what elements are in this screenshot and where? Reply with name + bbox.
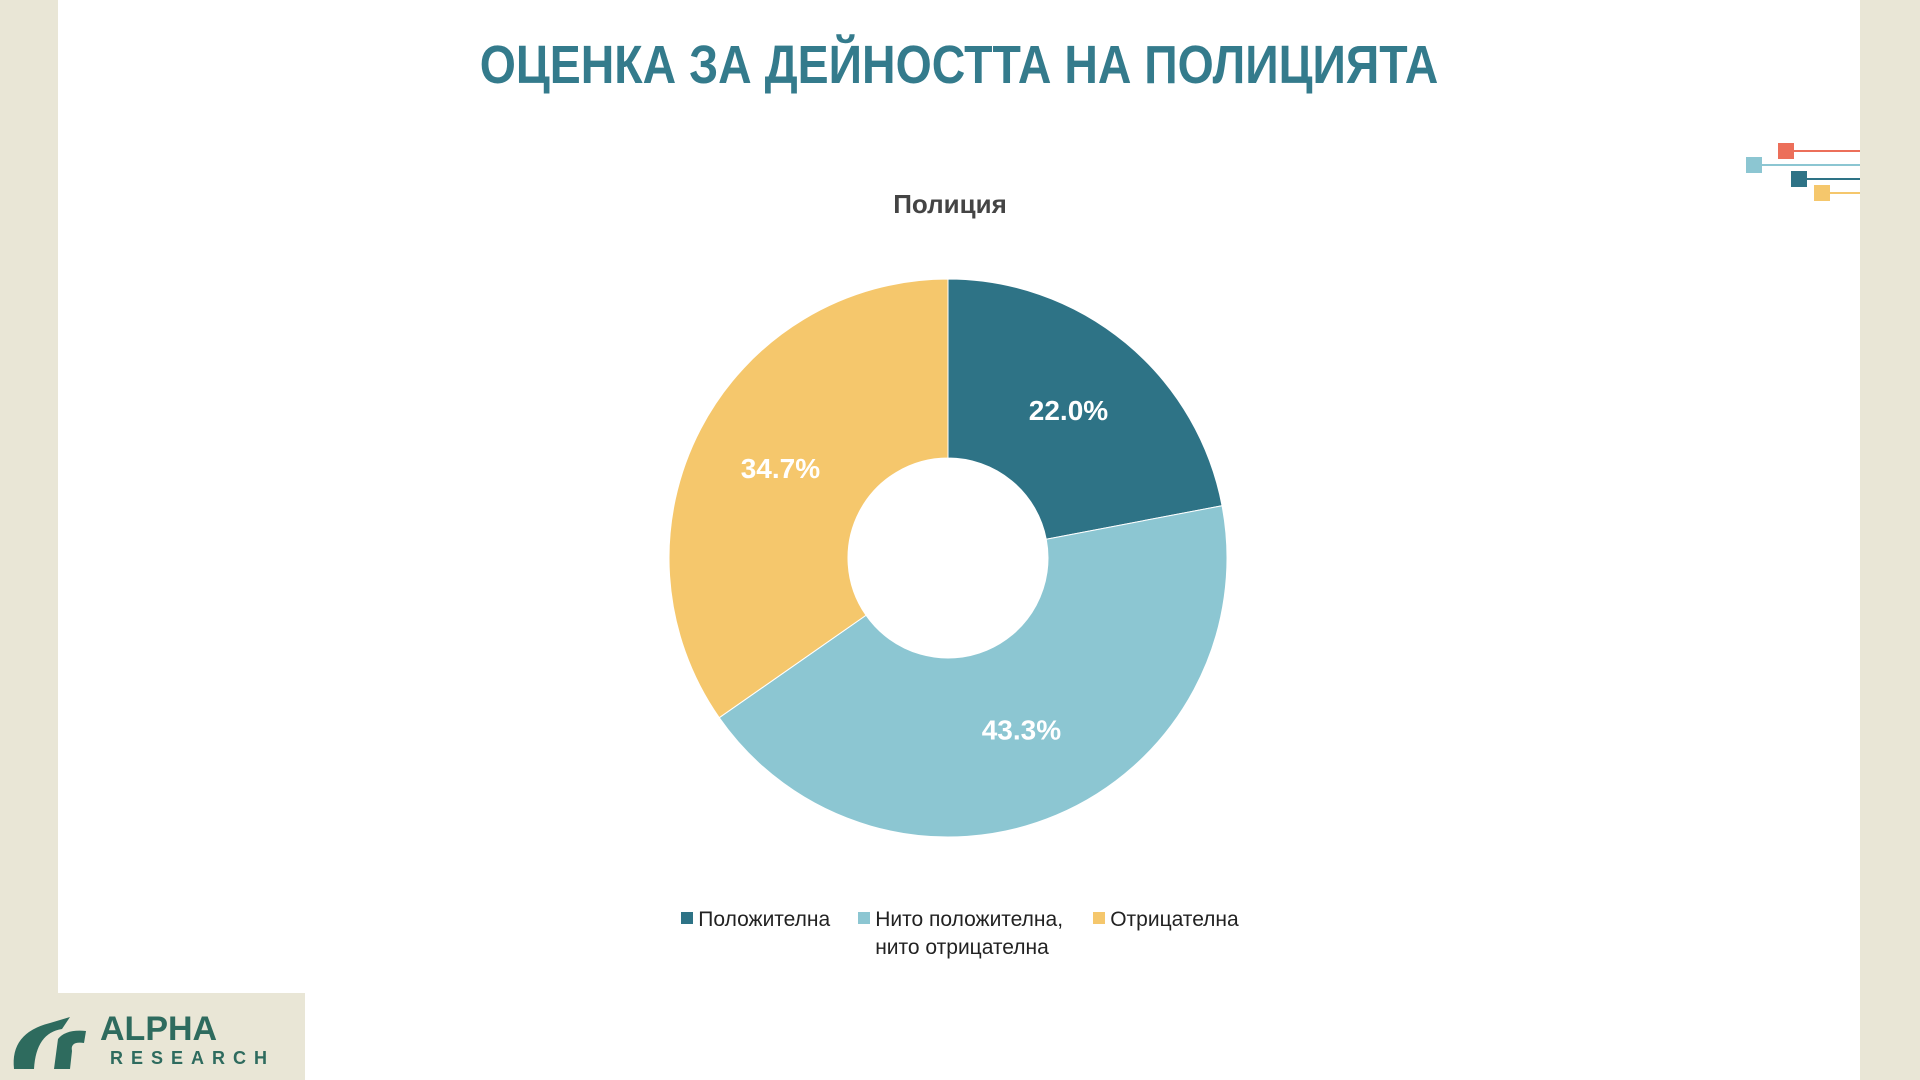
logo: ALPHA RESEARCH [0, 993, 305, 1080]
legend-item: Нито положителна, нито отрицателна [858, 906, 1065, 962]
legend-label: Нито положителна, нито отрицателна [875, 908, 1064, 959]
legend-swatch [681, 912, 694, 924]
decoration [1746, 143, 1860, 201]
legend: Положителна Нито положителна, нито отрица… [0, 906, 1920, 962]
slide-title: ОЦЕНКА ЗА ДЕЙНОСТТА НА ПОЛИЦИЯТА [479, 35, 1439, 95]
legend-label: Положителна [698, 908, 831, 931]
legend-label: Отрицателна [1110, 908, 1239, 931]
legend-item: Положителна [681, 906, 830, 962]
chart-title: Полиция [893, 189, 1007, 219]
legend-swatch [1093, 912, 1106, 924]
logo-subtitle: RESEARCH [110, 1048, 275, 1068]
legend-swatch [858, 912, 871, 924]
data-label: 43.3% [982, 715, 1061, 746]
slice [668, 278, 949, 719]
legend-item: Отрицателна [1093, 906, 1239, 962]
data-label: 34.7% [741, 453, 820, 484]
slide: ОЦЕНКА ЗА ДЕЙНОСТТА НА ПОЛИЦИЯТА [58, 0, 1860, 1080]
slice [718, 505, 1228, 838]
logo-name: ALPHA [100, 1010, 217, 1048]
data-label: 22.0% [1029, 395, 1108, 426]
slice [947, 278, 1223, 540]
